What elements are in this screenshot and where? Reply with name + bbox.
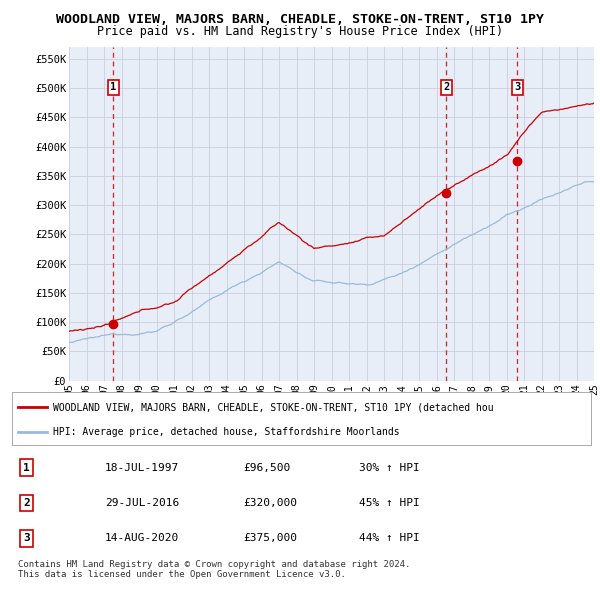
Text: 1: 1 bbox=[110, 82, 116, 92]
Text: Contains HM Land Registry data © Crown copyright and database right 2024.
This d: Contains HM Land Registry data © Crown c… bbox=[18, 560, 410, 579]
Text: 44% ↑ HPI: 44% ↑ HPI bbox=[359, 533, 420, 543]
Text: WOODLAND VIEW, MAJORS BARN, CHEADLE, STOKE-ON-TRENT, ST10 1PY (detached hou: WOODLAND VIEW, MAJORS BARN, CHEADLE, STO… bbox=[53, 402, 493, 412]
Text: 3: 3 bbox=[23, 533, 30, 543]
Text: 30% ↑ HPI: 30% ↑ HPI bbox=[359, 463, 420, 473]
Text: £320,000: £320,000 bbox=[244, 498, 298, 508]
Text: Price paid vs. HM Land Registry's House Price Index (HPI): Price paid vs. HM Land Registry's House … bbox=[97, 25, 503, 38]
Text: 18-JUL-1997: 18-JUL-1997 bbox=[104, 463, 179, 473]
Text: 3: 3 bbox=[514, 82, 520, 92]
Text: 1: 1 bbox=[23, 463, 30, 473]
Text: 2: 2 bbox=[23, 498, 30, 508]
Text: 45% ↑ HPI: 45% ↑ HPI bbox=[359, 498, 420, 508]
Text: HPI: Average price, detached house, Staffordshire Moorlands: HPI: Average price, detached house, Staf… bbox=[53, 427, 399, 437]
Text: £96,500: £96,500 bbox=[244, 463, 291, 473]
Text: 2: 2 bbox=[443, 82, 449, 92]
Text: 14-AUG-2020: 14-AUG-2020 bbox=[104, 533, 179, 543]
Text: 29-JUL-2016: 29-JUL-2016 bbox=[104, 498, 179, 508]
Text: £375,000: £375,000 bbox=[244, 533, 298, 543]
Text: WOODLAND VIEW, MAJORS BARN, CHEADLE, STOKE-ON-TRENT, ST10 1PY: WOODLAND VIEW, MAJORS BARN, CHEADLE, STO… bbox=[56, 13, 544, 26]
